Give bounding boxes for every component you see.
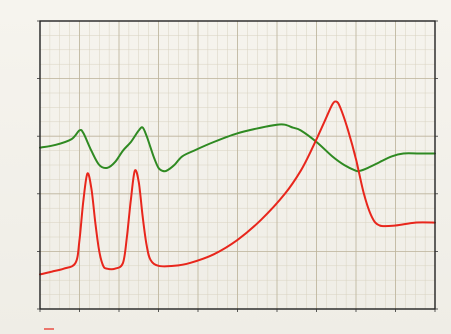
- tick-layer: [37, 20, 438, 312]
- series-layer: [39, 100, 436, 276]
- series-line-red: [39, 100, 436, 276]
